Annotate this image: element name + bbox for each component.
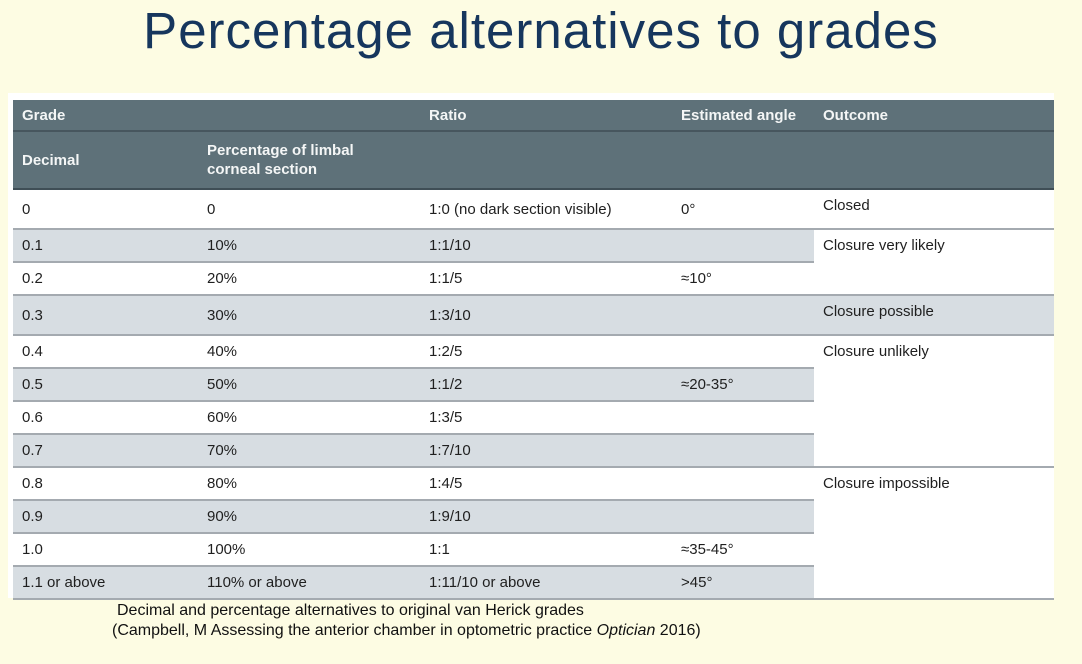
cell-decimal: 1.0 <box>13 533 198 567</box>
grades-table: Grade Ratio Estimated angle Outcome Deci… <box>13 100 1055 600</box>
cell-percentage: 90% <box>198 500 421 534</box>
cell-ratio: 1:1 <box>420 533 673 567</box>
cell-outcome: Closed <box>814 189 1055 230</box>
caption-line1: Decimal and percentage alternatives to o… <box>117 602 584 619</box>
cell-ratio: 1:1/5 <box>420 262 673 296</box>
caption-line2-pre: (Campbell, M Assessing the anterior cham… <box>112 622 597 639</box>
cell-ratio: 1:11/10 or above <box>420 566 673 600</box>
cell-angle <box>672 401 815 435</box>
table-caption: Decimal and percentage alternatives to o… <box>112 601 701 641</box>
header-estimated-angle: Estimated angle <box>672 100 815 132</box>
cell-decimal: 1.1 or above <box>13 566 198 600</box>
table-header: Grade Ratio Estimated angle Outcome Deci… <box>13 100 1055 190</box>
cell-percentage: 10% <box>198 229 421 263</box>
table-body: 0 0 1:0 (no dark section visible) 0° Clo… <box>13 189 1055 600</box>
cell-angle: ≈20-35° <box>672 368 815 402</box>
table-row: 0.7 70% 1:7/10 <box>13 434 1054 468</box>
cell-ratio: 1:1/2 <box>420 368 673 402</box>
cell-angle: 0° <box>672 189 815 230</box>
cell-ratio: 1:3/10 <box>420 295 673 336</box>
header-row-top: Grade Ratio Estimated angle Outcome <box>13 100 1055 132</box>
cell-percentage: 0 <box>198 189 421 230</box>
cell-percentage: 20% <box>198 262 421 296</box>
cell-angle <box>672 229 815 263</box>
cell-angle <box>672 434 815 468</box>
cell-ratio: 1:2/5 <box>420 335 673 369</box>
table-row: 1.0 100% 1:1 ≈35-45° <box>13 533 1054 567</box>
cell-ratio: 1:1/10 <box>420 229 673 263</box>
cell-decimal: 0.3 <box>13 295 198 336</box>
table-row: 0.6 60% 1:3/5 <box>13 401 1054 435</box>
cell-ratio: 1:9/10 <box>420 500 673 534</box>
cell-decimal: 0 <box>13 189 198 230</box>
table-row: 0.9 90% 1:9/10 <box>13 500 1054 534</box>
page-title: Percentage alternatives to grades <box>143 2 939 59</box>
cell-percentage: 30% <box>198 295 421 336</box>
cell-percentage: 70% <box>198 434 421 468</box>
table-row: 0.1 10% 1:1/10 Closure very likely <box>13 229 1055 296</box>
table-row: 0.8 80% 1:4/5 Closure impossible <box>13 467 1055 600</box>
cell-decimal: 0.2 <box>13 262 198 296</box>
cell-percentage: 110% or above <box>198 566 421 600</box>
table-row: 1.1 or above 110% or above 1:11/10 or ab… <box>13 566 1054 600</box>
cell-decimal: 0.7 <box>13 434 198 468</box>
cell-angle <box>672 467 815 501</box>
table-row: 0.3 30% 1:3/10 Closure possible <box>13 295 1055 336</box>
cell-percentage: 80% <box>198 467 421 501</box>
header-outcome: Outcome <box>814 100 1055 132</box>
header-ratio: Ratio <box>420 100 673 132</box>
caption-line2: (Campbell, M Assessing the anterior cham… <box>112 621 701 641</box>
cell-outcome: Closure unlikely <box>814 335 1055 468</box>
cell-outcome: Closure possible <box>814 295 1055 336</box>
table-row: 0.4 40% 1:2/5 Closure unlikely <box>13 335 1055 468</box>
cell-decimal: 0.8 <box>13 467 198 501</box>
cell-angle <box>672 500 815 534</box>
header-blank <box>420 131 1055 190</box>
cell-decimal: 0.9 <box>13 500 198 534</box>
cell-angle <box>672 335 815 369</box>
cell-decimal: 0.5 <box>13 368 198 402</box>
table-row: 0 0 1:0 (no dark section visible) 0° Clo… <box>13 189 1055 230</box>
cell-outcome: Closure impossible <box>814 467 1055 600</box>
cell-ratio: 1:7/10 <box>420 434 673 468</box>
cell-ratio: 1:3/5 <box>420 401 673 435</box>
cell-ratio: 1:4/5 <box>420 467 673 501</box>
cell-angle: ≈35-45° <box>672 533 815 567</box>
cell-ratio: 1:0 (no dark section visible) <box>420 189 673 230</box>
cell-percentage: 60% <box>198 401 421 435</box>
cell-angle <box>672 295 815 336</box>
table-container: Grade Ratio Estimated angle Outcome Deci… <box>8 93 1055 600</box>
header-percentage-label: Percentage of limbal corneal section <box>207 141 354 179</box>
cell-outcome: Closure very likely <box>814 229 1055 296</box>
cell-angle: >45° <box>672 566 815 600</box>
header-percentage: Percentage of limbal corneal section <box>198 131 421 190</box>
cell-decimal: 0.4 <box>13 335 198 369</box>
cell-angle: ≈10° <box>672 262 815 296</box>
cell-decimal: 0.6 <box>13 401 198 435</box>
table-row: 0.2 20% 1:1/5 ≈10° <box>13 262 1054 296</box>
caption-journal-name: Optician <box>596 622 656 639</box>
header-grade: Grade <box>13 100 421 132</box>
header-row-sub: Decimal Percentage of limbal corneal sec… <box>13 131 1055 190</box>
caption-line2-post: 2016) <box>655 622 701 639</box>
header-decimal: Decimal <box>13 131 198 190</box>
cell-percentage: 50% <box>198 368 421 402</box>
cell-percentage: 100% <box>198 533 421 567</box>
table-row: 0.5 50% 1:1/2 ≈20-35° <box>13 368 1054 402</box>
cell-percentage: 40% <box>198 335 421 369</box>
cell-decimal: 0.1 <box>13 229 198 263</box>
